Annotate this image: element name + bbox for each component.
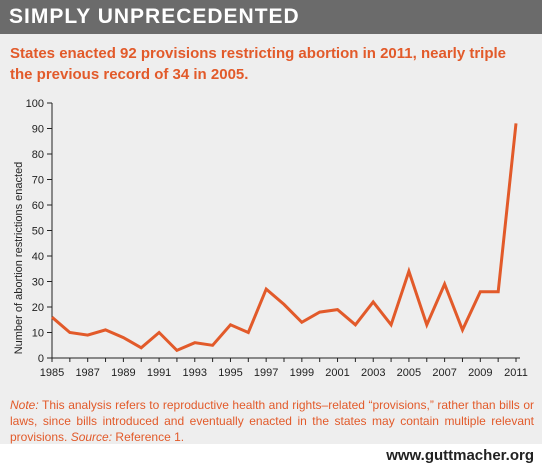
note-body: This analysis refers to reproductive hea… <box>10 398 534 444</box>
note-lead: Note: <box>10 398 39 412</box>
y-tick-label: 70 <box>32 175 44 187</box>
y-ticks: 0 10 20 30 40 50 60 70 80 90 100 <box>26 98 52 365</box>
y-tick-label: 90 <box>32 124 44 136</box>
note-source-label: Source: <box>70 430 113 444</box>
footer-url[interactable]: www.guttmacher.org <box>386 447 534 464</box>
y-tick-label: 20 <box>32 302 44 314</box>
y-tick-label: 0 <box>38 353 44 365</box>
y-tick-label: 100 <box>26 98 44 110</box>
y-tick-label: 50 <box>32 226 44 238</box>
x-tick-label: 1999 <box>290 367 314 379</box>
x-ticks: 1985 1987 1989 1991 1993 1995 1997 1999 2001 2003… <box>40 358 528 379</box>
chart-subtitle: States enacted 92 provisions restricting… <box>10 45 507 83</box>
chart-panel: SIMPLY UNPRECEDENTED States enacted 92 p… <box>0 0 542 444</box>
x-tick-label: 1991 <box>147 367 171 379</box>
series-line-restrictions <box>51 123 518 353</box>
x-tick-label: 1995 <box>218 367 242 379</box>
x-tick-label: 1987 <box>75 367 99 379</box>
y-axis-label: Number of abortion restrictions enacted <box>13 162 25 355</box>
x-tick-label: 1993 <box>183 367 207 379</box>
x-tick-label: 1997 <box>254 367 278 379</box>
x-tick-label: 2011 <box>504 367 528 379</box>
x-tick-label: 2007 <box>432 367 456 379</box>
x-tick-label: 2001 <box>325 367 349 379</box>
y-tick-label: 30 <box>32 277 44 289</box>
x-tick-label: 1989 <box>111 367 135 379</box>
header-bar: SIMPLY UNPRECEDENTED <box>0 0 542 34</box>
note-source-text: Reference 1. <box>112 430 185 444</box>
x-tick-label: 1985 <box>40 367 64 379</box>
axes <box>51 103 520 359</box>
y-axis-label-group: Number of abortion restrictions enacted <box>13 162 25 355</box>
footnote: Note: This analysis refers to reproducti… <box>10 397 534 445</box>
x-tick-label: 2005 <box>397 367 421 379</box>
y-tick-label: 60 <box>32 200 44 212</box>
y-tick-label: 80 <box>32 149 44 161</box>
line-chart: Number of abortion restrictions enacted … <box>13 98 528 379</box>
x-tick-label: 2009 <box>468 367 492 379</box>
y-tick-label: 10 <box>32 328 44 340</box>
x-tick-label: 2003 <box>361 367 385 379</box>
y-tick-label: 40 <box>32 251 44 263</box>
series-group <box>51 123 518 353</box>
header-title: SIMPLY UNPRECEDENTED <box>9 5 300 28</box>
